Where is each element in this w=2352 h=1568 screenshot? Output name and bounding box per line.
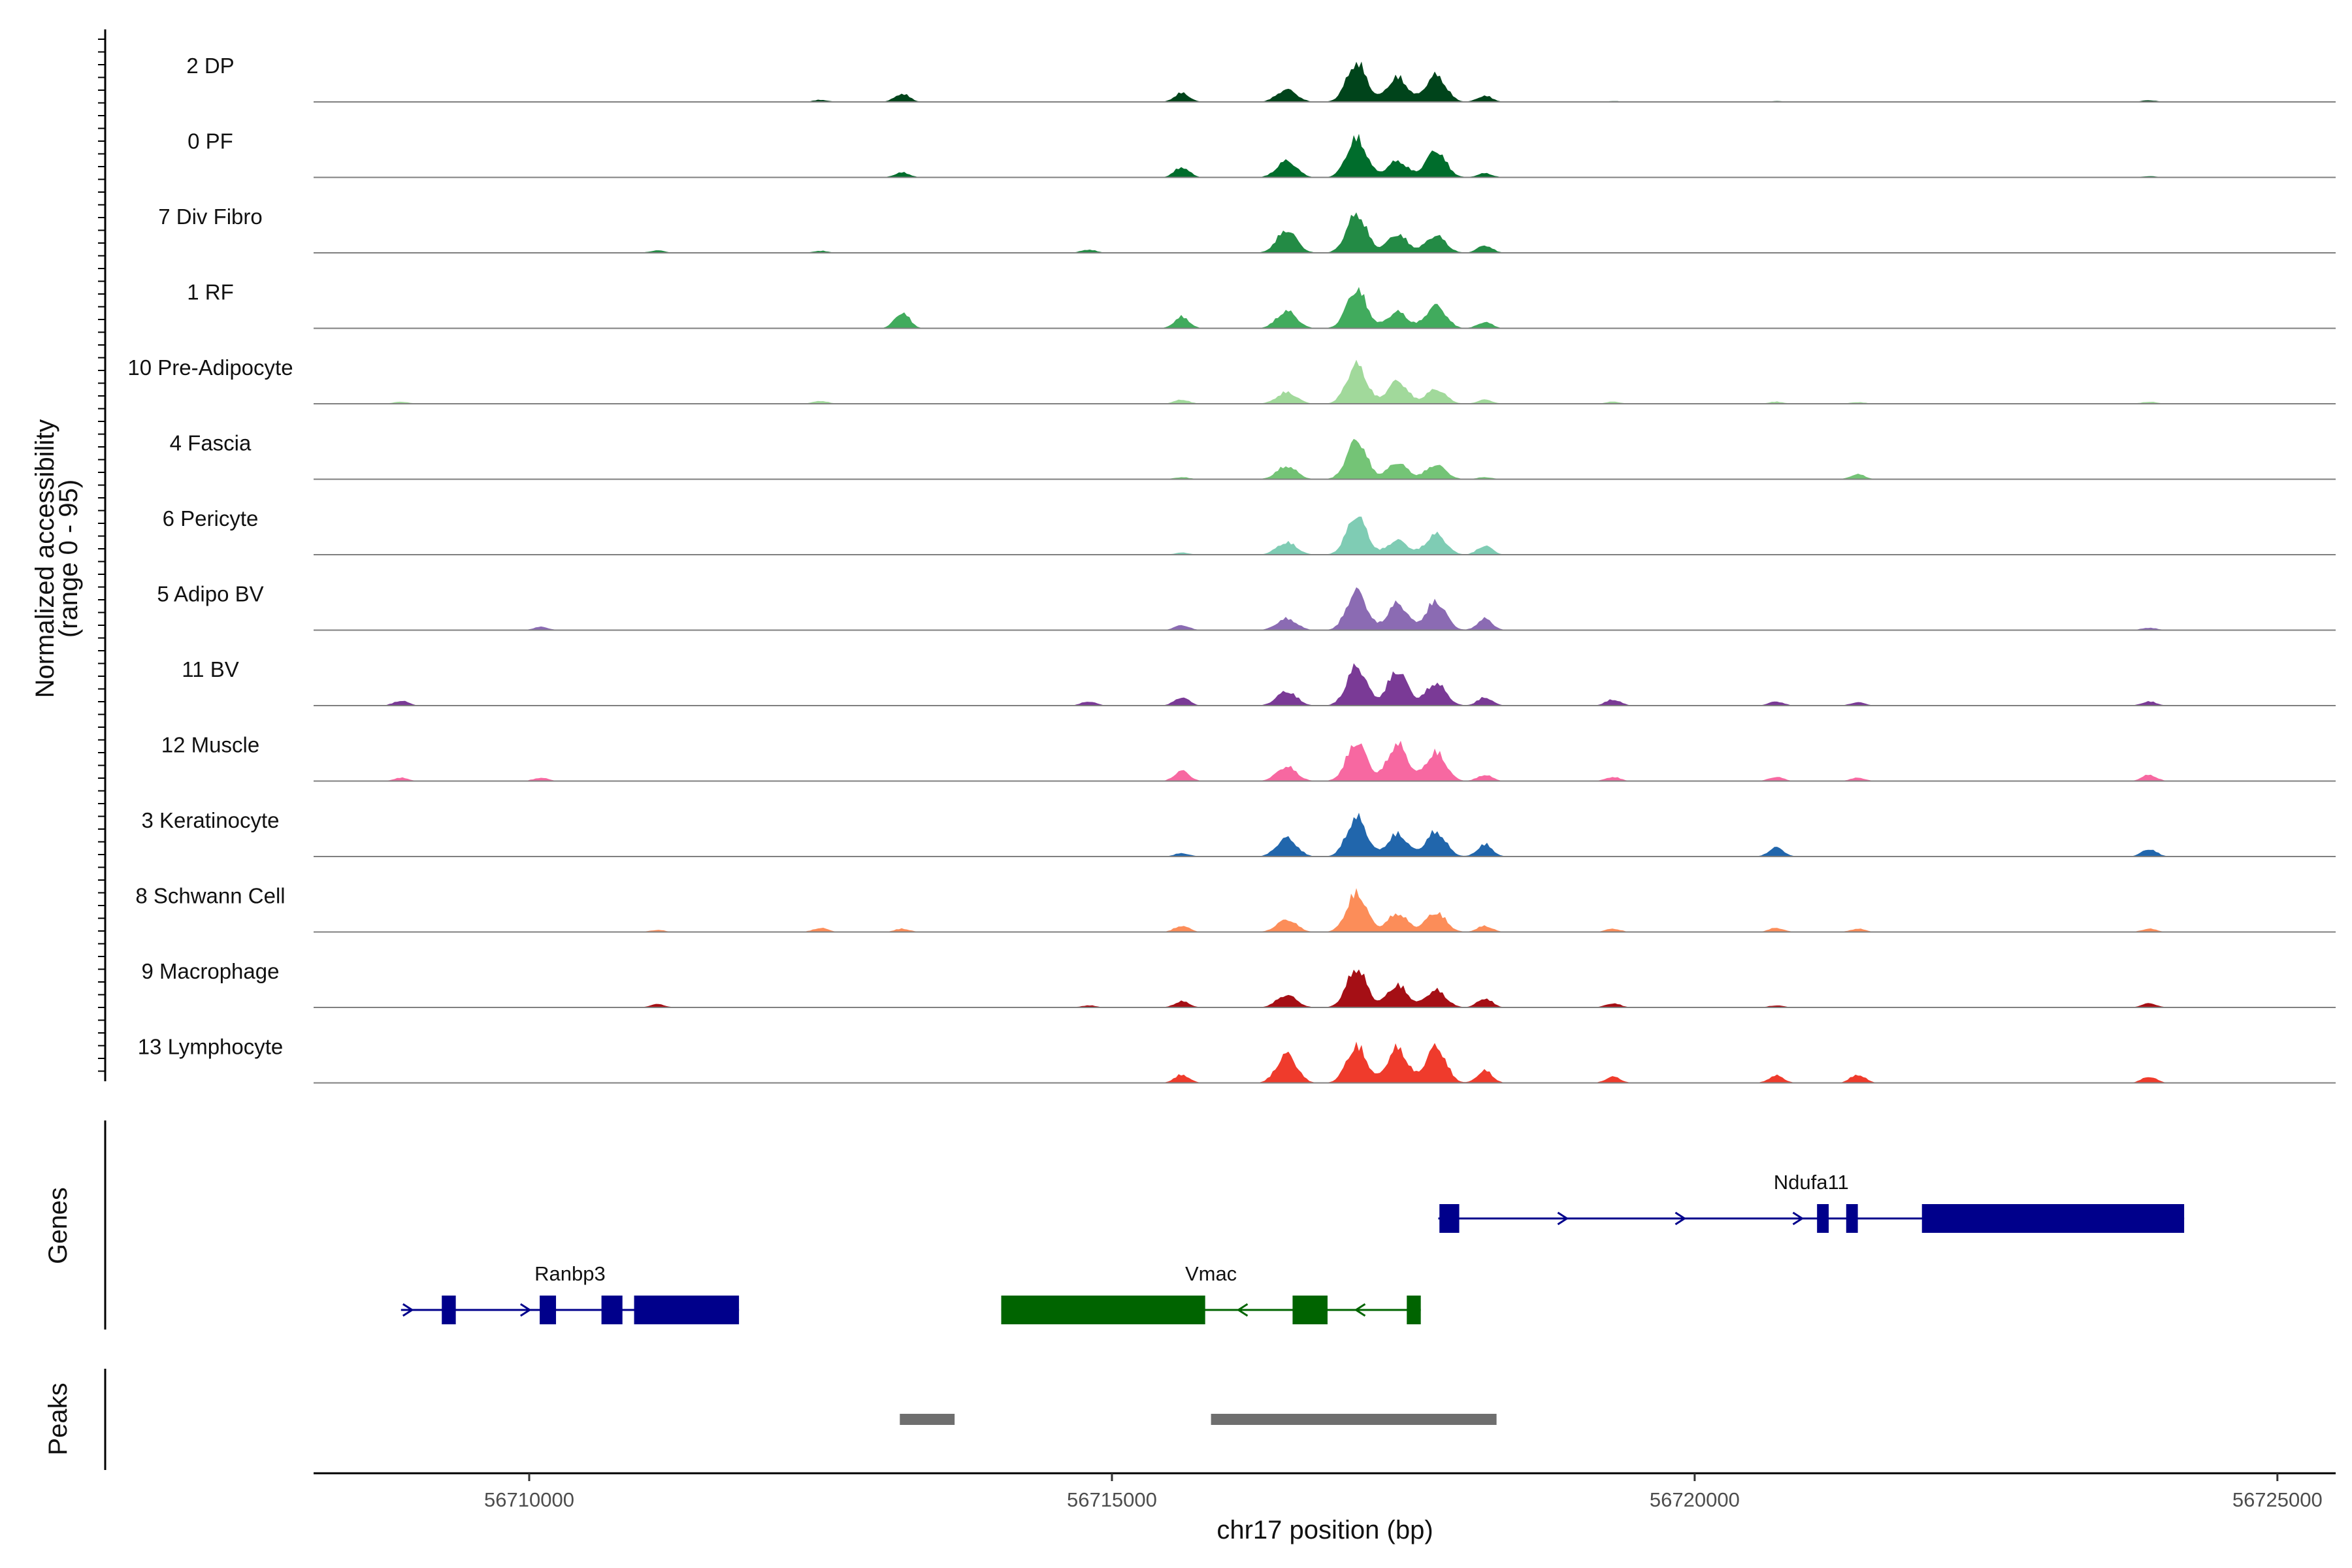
coverage-area (314, 438, 2336, 480)
x-axis-title: chr17 position (bp) (1217, 1516, 1433, 1544)
strand-chevron (1236, 1303, 1249, 1317)
gene-exon (1292, 1296, 1328, 1324)
gene-vmac: Vmac (1001, 1262, 1421, 1324)
coverage-area (314, 287, 2336, 329)
y-axis-title: Normalized accessibility (31, 419, 59, 698)
gene-exon (634, 1296, 740, 1324)
coverage-area (314, 61, 2336, 102)
track-2: 0 PF (188, 129, 2336, 178)
strand-chevron (1792, 1211, 1805, 1226)
track-7: 6 Pericyte (163, 506, 2336, 555)
coverage-area (314, 969, 2336, 1007)
track-label: 1 RF (187, 280, 234, 304)
genes-track-title: Genes (44, 1187, 73, 1264)
x-tick-label: 56725000 (2232, 1488, 2323, 1511)
track-label: 2 DP (186, 54, 234, 78)
x-tick-label: 56710000 (484, 1488, 574, 1511)
track-14: 13 Lymphocyte (138, 1035, 2336, 1084)
track-6: 4 Fascia (170, 431, 2336, 480)
coverage-area (314, 587, 2336, 630)
track-label: 6 Pericyte (163, 506, 259, 531)
track-1: 2 DP (186, 54, 2336, 103)
coverage-area (314, 212, 2336, 253)
strand-chevron (1354, 1303, 1366, 1317)
coverage-area (314, 133, 2336, 178)
coverage-area (314, 740, 2336, 781)
track-13: 9 Macrophage (142, 959, 2336, 1008)
track-label: 0 PF (188, 129, 233, 154)
coverage-area (314, 888, 2336, 932)
coverage-area (314, 1041, 2336, 1083)
gene-name-label: Ndufa11 (1774, 1171, 1849, 1194)
track-4: 1 RF (187, 280, 2336, 329)
coverage-area (314, 359, 2336, 404)
y-axis-subtitle: (range 0 - 95) (54, 480, 83, 638)
track-label: 13 Lymphocyte (138, 1035, 284, 1059)
track-label: 11 BV (182, 657, 238, 681)
gene-exon (601, 1296, 623, 1324)
gene-name-label: Ranbp3 (534, 1262, 606, 1285)
gene-exon (1001, 1296, 1205, 1324)
strand-chevron (1557, 1211, 1569, 1226)
track-5: 10 Pre-Adipocyte (127, 355, 2336, 404)
y-axis-ticks (98, 39, 105, 1072)
peak-region (900, 1414, 955, 1425)
coverage-tracks: 2 DP 0 PF 7 Div Fibro 1 RF 10 Pre-Adipocyte 4… (127, 54, 2336, 1084)
x-axis: 56710000 56715000 56720000 56725000 (484, 1473, 2323, 1511)
track-label: 12 Muscle (161, 733, 259, 757)
x-tick-label: 56720000 (1650, 1488, 1740, 1511)
track-label: 5 Adipo BV (157, 582, 263, 606)
peak-region (1211, 1414, 1497, 1425)
gene-exon (540, 1296, 557, 1324)
track-3: 7 Div Fibro (158, 204, 2336, 253)
strand-chevron (519, 1303, 532, 1317)
gene-exon (1439, 1204, 1460, 1233)
coverage-area (314, 663, 2336, 706)
x-tick-label: 56715000 (1067, 1488, 1157, 1511)
peaks-track (900, 1414, 1497, 1425)
track-label: 10 Pre-Adipocyte (127, 355, 293, 380)
gene-exon (1407, 1296, 1421, 1324)
gene-exon (1817, 1204, 1829, 1233)
track-label: 3 Keratinocyte (142, 808, 280, 832)
genes-track: Ranbp3 Vmac Ndufa11 (400, 1171, 2185, 1324)
coverage-area (314, 516, 2336, 555)
peaks-track-title: Peaks (44, 1382, 73, 1455)
strand-chevron (1674, 1211, 1687, 1226)
track-label: 4 Fascia (170, 431, 252, 455)
track-10: 12 Muscle (161, 733, 2336, 782)
track-12: 8 Schwann Cell (135, 884, 2336, 933)
gene-ndufa11: Ndufa11 (1438, 1171, 2185, 1233)
strand-chevron (402, 1303, 414, 1317)
track-label: 8 Schwann Cell (135, 884, 285, 908)
gene-exon (1846, 1204, 1858, 1233)
track-11: 3 Keratinocyte (142, 808, 2336, 857)
track-label: 7 Div Fibro (158, 204, 263, 229)
gene-exon (1921, 1204, 2185, 1233)
track-label: 9 Macrophage (142, 959, 280, 983)
gene-name-label: Vmac (1185, 1262, 1237, 1285)
gene-ranbp3: Ranbp3 (400, 1262, 740, 1324)
gene-exon (442, 1296, 456, 1324)
track-9: 11 BV (182, 657, 2336, 706)
coverage-area (314, 812, 2336, 857)
track-8: 5 Adipo BV (157, 582, 2336, 631)
